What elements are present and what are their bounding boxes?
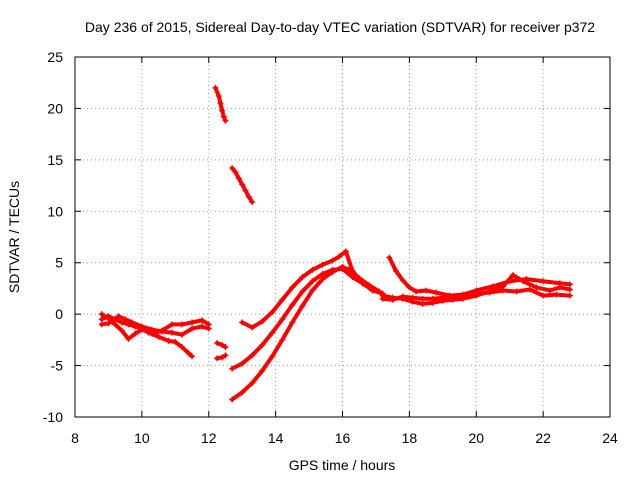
- data-segment: [280, 302, 295, 322]
- data-point: [222, 352, 229, 359]
- x-tick-label: 14: [268, 430, 284, 446]
- data-segment: [387, 255, 398, 273]
- data-segment: [200, 318, 211, 327]
- x-tick-label: 12: [201, 430, 217, 446]
- x-tick-label: 18: [402, 430, 418, 446]
- series-fragment-c: [214, 339, 229, 351]
- series-fragment-b: [229, 165, 256, 206]
- series-late-a: [386, 254, 573, 299]
- tick-labels: 8 10 12 14 16 18 20 22 24 -10 -5 0 5 10 15 20 25: [43, 49, 618, 446]
- series-morning-3: [98, 313, 212, 338]
- data-point: [566, 292, 573, 299]
- data-segment: [260, 354, 275, 373]
- plot-frame: [74, 56, 611, 418]
- data-point: [566, 281, 573, 288]
- series-rise-3: [239, 248, 386, 331]
- data-segment: [350, 268, 365, 286]
- data-segment: [343, 249, 355, 273]
- data-point: [222, 344, 229, 351]
- series-fragment-a: [212, 84, 229, 124]
- data-segment: [300, 279, 315, 294]
- data-segment: [340, 266, 355, 280]
- series-rise-1: [229, 263, 383, 403]
- y-tick-label: 10: [47, 203, 63, 219]
- data-segment: [270, 337, 285, 359]
- series-fragment-d: [214, 352, 229, 362]
- data-segment: [240, 381, 255, 395]
- data-segment: [460, 288, 479, 297]
- data-points: [98, 84, 573, 403]
- y-tick-label: 20: [47, 100, 63, 116]
- data-segment: [250, 368, 265, 386]
- y-tick-label: 5: [55, 255, 63, 271]
- data-segment: [240, 353, 255, 366]
- data-segment: [260, 330, 275, 347]
- data-segment: [300, 288, 315, 308]
- chart-title: Day 236 of 2015, Sidereal Day-to-day VTE…: [85, 19, 595, 35]
- y-tick-label: -5: [51, 358, 64, 374]
- x-tick-label: 24: [602, 430, 618, 446]
- data-segment: [290, 303, 305, 325]
- x-axis-label: GPS time / hours: [289, 457, 396, 473]
- data-segment: [360, 281, 375, 293]
- data-segment: [310, 277, 325, 293]
- data-segment: [250, 343, 265, 358]
- data-point: [189, 353, 196, 360]
- data-segment: [290, 275, 305, 290]
- data-point: [566, 286, 573, 293]
- x-tick-label: 20: [468, 430, 484, 446]
- y-tick-label: 0: [55, 306, 63, 322]
- data-segment: [320, 269, 335, 282]
- data-segment: [474, 284, 495, 293]
- data-segment: [270, 317, 285, 335]
- data-point: [205, 325, 212, 332]
- data-segment: [501, 273, 516, 289]
- y-tick-label: -10: [43, 409, 63, 425]
- data-segment: [280, 285, 295, 302]
- data-segment: [106, 314, 121, 326]
- data-point: [249, 199, 256, 206]
- data-segment: [290, 289, 305, 307]
- y-tick-label: 25: [47, 49, 63, 65]
- x-tick-label: 8: [71, 430, 79, 446]
- series-late-c: [379, 286, 573, 303]
- data-segment: [270, 297, 285, 315]
- data-segment: [300, 267, 315, 280]
- data-segment: [280, 320, 295, 342]
- grid: [75, 57, 610, 417]
- data-segment: [521, 279, 539, 290]
- data-segment: [527, 287, 546, 298]
- y-tick-label: 15: [47, 152, 63, 168]
- x-tick-label: 16: [335, 430, 351, 446]
- x-tick-label: 22: [535, 430, 551, 446]
- data-segment: [230, 390, 245, 402]
- data-segment: [260, 310, 275, 324]
- y-axis-label: SDTVAR / TECUs: [6, 181, 22, 293]
- x-tick-label: 10: [134, 430, 150, 446]
- data-segment: [310, 272, 325, 284]
- data-point: [222, 117, 229, 124]
